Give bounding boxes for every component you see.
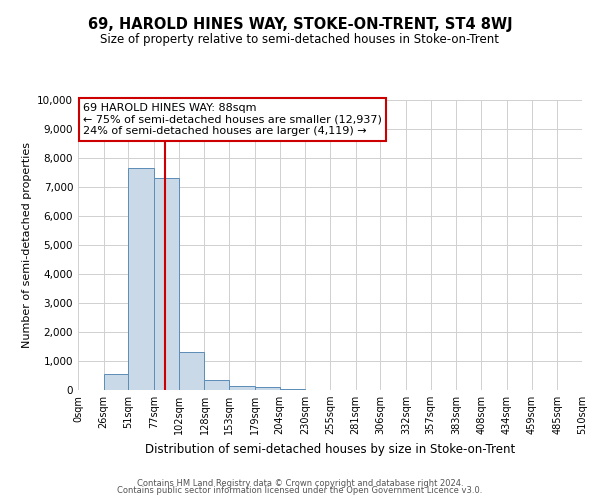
Bar [179,352,205,390]
Text: 69 HAROLD HINES WAY: 88sqm
← 75% of semi-detached houses are smaller (12,937)
24: 69 HAROLD HINES WAY: 88sqm ← 75% of semi… [83,103,382,136]
Bar [229,386,255,390]
Text: Size of property relative to semi-detached houses in Stoke-on-Trent: Size of property relative to semi-detach… [101,32,499,46]
Y-axis label: Number of semi-detached properties: Number of semi-detached properties [22,142,32,348]
Text: Contains HM Land Registry data © Crown copyright and database right 2024.: Contains HM Land Registry data © Crown c… [137,478,463,488]
Text: 69, HAROLD HINES WAY, STOKE-ON-TRENT, ST4 8WJ: 69, HAROLD HINES WAY, STOKE-ON-TRENT, ST… [88,18,512,32]
Bar [255,387,280,390]
Bar [154,178,179,390]
Bar [104,374,128,390]
Bar [280,388,305,390]
Bar [205,380,229,390]
X-axis label: Distribution of semi-detached houses by size in Stoke-on-Trent: Distribution of semi-detached houses by … [145,442,515,456]
Text: Contains public sector information licensed under the Open Government Licence v3: Contains public sector information licen… [118,486,482,495]
Bar [128,168,154,390]
